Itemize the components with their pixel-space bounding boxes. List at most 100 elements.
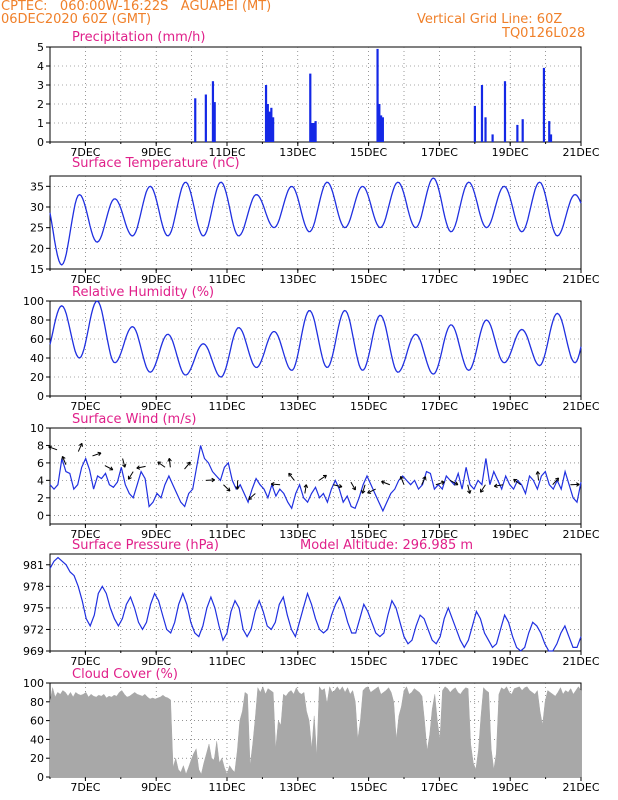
wind-vector xyxy=(494,484,504,487)
wind-vector xyxy=(288,472,295,481)
x-tick-label: 15DEC xyxy=(350,273,387,286)
precip-bar xyxy=(194,98,197,142)
wind-vector xyxy=(157,461,166,468)
panel-title-cloud: Cloud Cover (%) xyxy=(72,667,178,682)
y-tick-label: 0 xyxy=(37,509,44,522)
y-tick-label: 8 xyxy=(37,439,44,452)
x-tick-label: 21DEC xyxy=(562,781,599,794)
y-tick-label: 40 xyxy=(30,352,44,365)
wind-vector-head xyxy=(322,474,327,479)
panel-title-wind: Surface Wind (m/s) xyxy=(72,412,196,427)
y-tick-label: 10 xyxy=(30,422,44,435)
wind-vector-head xyxy=(338,483,343,489)
precip-bar xyxy=(379,115,383,142)
x-tick-label: 13DEC xyxy=(279,273,316,286)
precip-bar xyxy=(211,81,215,142)
precip-bar xyxy=(549,134,553,142)
precip-bar xyxy=(310,123,314,142)
precip-bar xyxy=(381,117,384,142)
x-tick-label: 21DEC xyxy=(562,146,599,159)
wind-vector-head xyxy=(270,481,275,487)
wind-vector-head xyxy=(361,489,366,494)
wind-vector xyxy=(400,476,405,485)
wind-vector xyxy=(168,458,171,468)
wind-vector xyxy=(421,476,426,485)
x-tick-label: 7DEC xyxy=(70,528,100,541)
wind-vector-head xyxy=(136,465,141,470)
x-tick-label: 11DEC xyxy=(208,528,245,541)
x-tick-label: 15DEC xyxy=(350,400,387,413)
precip-bar xyxy=(548,121,551,142)
wind-vector xyxy=(92,452,102,457)
precip-bar xyxy=(480,85,484,142)
x-tick-label: 19DEC xyxy=(492,528,529,541)
x-tick-label: 9DEC xyxy=(141,400,171,413)
panel-frame-rh xyxy=(49,300,582,397)
precip-bar xyxy=(314,121,317,142)
wind-vector-head xyxy=(226,487,231,492)
y-tick-label: 0 xyxy=(37,771,44,784)
x-tick-label: 11DEC xyxy=(208,146,245,159)
x-tick-label: 19DEC xyxy=(492,655,529,668)
x-tick-label: 21DEC xyxy=(562,655,599,668)
panel-frame-press xyxy=(49,553,582,652)
precip-bar xyxy=(491,134,494,142)
x-tick-label: 7DEC xyxy=(70,146,100,159)
precip-bar xyxy=(378,104,381,142)
x-tick-label: 7DEC xyxy=(70,655,100,668)
x-tick-label: 17DEC xyxy=(421,528,458,541)
wind-vector xyxy=(467,484,471,494)
wind-vector-head xyxy=(535,471,541,475)
y-tick-label: 20 xyxy=(30,752,44,765)
wind-vector xyxy=(361,484,366,494)
wind-vector-head xyxy=(127,475,132,480)
y-tick-label: 15 xyxy=(30,263,44,276)
y-tick-label: 60 xyxy=(30,333,44,346)
y-tick-label: 2 xyxy=(37,492,44,505)
wind-vector-head xyxy=(61,455,66,460)
x-tick-label: 13DEC xyxy=(279,528,316,541)
wind-vector xyxy=(513,478,522,486)
model-altitude-label: Model Altitude: 296.985 m xyxy=(300,538,473,553)
wind-vector xyxy=(333,484,343,488)
panel-title-rh: Relative Humidity (%) xyxy=(72,285,214,300)
x-tick-label: 7DEC xyxy=(70,273,100,286)
wind-series-line xyxy=(49,445,582,513)
wind-vector-head xyxy=(440,480,445,485)
wind-vector xyxy=(480,484,486,493)
x-tick-label: 19DEC xyxy=(492,400,529,413)
wind-vector-head xyxy=(235,486,240,490)
wind-vector xyxy=(271,483,281,486)
y-tick-label: 969 xyxy=(23,645,44,658)
x-tick-label: 21DEC xyxy=(562,400,599,413)
press-series-line xyxy=(49,556,582,652)
precip-bar xyxy=(521,119,524,142)
precip-bar xyxy=(516,124,519,142)
precip-bar xyxy=(270,107,273,142)
precip-bar xyxy=(213,102,216,142)
x-tick-label: 17DEC xyxy=(421,655,458,668)
wind-vector xyxy=(248,493,256,500)
wind-vector xyxy=(552,477,559,486)
y-tick-label: 30 xyxy=(30,201,44,214)
panel-frame-temp xyxy=(49,175,582,270)
wind-vector xyxy=(435,481,445,486)
x-tick-label: 9DEC xyxy=(141,273,171,286)
y-tick-label: 981 xyxy=(23,559,44,572)
x-tick-label: 21DEC xyxy=(562,528,599,541)
x-tick-label: 13DEC xyxy=(279,400,316,413)
x-tick-label: 7DEC xyxy=(70,400,100,413)
y-tick-label: 35 xyxy=(30,180,44,193)
wind-vector-head xyxy=(367,489,372,494)
y-tick-label: 60 xyxy=(30,715,44,728)
header-grid-note: Vertical Grid Line: 60Z xyxy=(417,12,563,27)
wind-vector-head xyxy=(97,451,102,457)
wind-vector xyxy=(77,443,83,452)
precip-bar xyxy=(376,48,379,142)
wind-vector-head xyxy=(167,458,172,462)
wind-vector xyxy=(537,471,540,481)
x-tick-label: 19DEC xyxy=(492,146,529,159)
x-tick-label: 13DEC xyxy=(279,781,316,794)
x-tick-label: 9DEC xyxy=(141,146,171,159)
